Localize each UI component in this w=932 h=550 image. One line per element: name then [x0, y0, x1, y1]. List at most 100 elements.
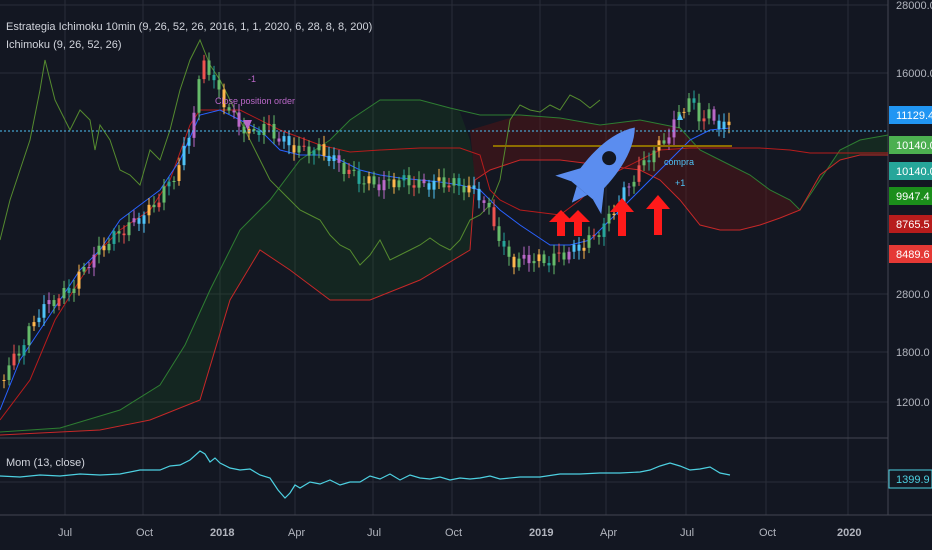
senkou-a-line: [0, 99, 889, 433]
candle-body: [362, 183, 366, 185]
candle-body: [347, 169, 351, 174]
candle-body: [557, 252, 561, 254]
price-tag-bg: [889, 245, 932, 263]
tenkan-line: [0, 109, 731, 411]
red-up-arrow-icon-2: [566, 210, 590, 236]
candle-body: [547, 263, 551, 266]
candle-body: [162, 186, 166, 203]
candle-body: [27, 326, 31, 346]
price-label: 2800.0: [896, 289, 930, 301]
candle-body: [92, 254, 96, 268]
candle-body: [377, 184, 381, 191]
legend[interactable]: Estrategia Ichimoku 10min (9, 26, 52, 26…: [6, 21, 372, 51]
candle-body: [692, 98, 696, 103]
candle-body: [487, 202, 491, 208]
candle-body: [267, 123, 271, 125]
candle-body: [197, 79, 201, 113]
price-tag-label: 11129.4: [896, 110, 932, 122]
time-label: 2018: [210, 527, 234, 539]
candle-body: [552, 253, 556, 266]
momentum-line: [0, 450, 731, 499]
candle-body: [682, 111, 686, 113]
time-label: 2019: [529, 527, 553, 539]
price-tag-bg: [889, 187, 932, 205]
candle-body: [132, 218, 136, 223]
candle-body: [237, 112, 241, 127]
candle-body: [282, 136, 286, 142]
candle-body: [512, 256, 516, 268]
price-tag-label: 9947.4: [896, 191, 930, 203]
close-order-label: Close position order: [215, 96, 295, 106]
candle-body: [662, 140, 666, 144]
candle-body: [182, 145, 186, 166]
candle-body: [192, 112, 196, 138]
candle-body: [217, 80, 221, 90]
candle-body: [202, 60, 206, 80]
candle-body: [622, 187, 626, 204]
candle-body: [352, 169, 356, 171]
candle-body: [47, 300, 51, 305]
candle-body: [427, 183, 431, 190]
candle-body: [532, 261, 536, 264]
candle-body: [642, 160, 646, 166]
price-label: 1200.0: [896, 397, 930, 409]
candle-body: [137, 218, 141, 224]
price-axis[interactable]: 28000.0 16000.0 2800.0 1800.0 1200.0: [896, 0, 932, 409]
candle-body: [437, 177, 441, 181]
candle-body: [122, 233, 126, 236]
time-label: Oct: [136, 527, 153, 539]
candle-body: [187, 137, 191, 146]
candle-body: [42, 304, 46, 318]
candle-body: [227, 107, 231, 111]
candle-body: [17, 353, 21, 356]
candle-body: [492, 207, 496, 227]
candle-body: [222, 89, 226, 108]
candle-body: [477, 188, 481, 201]
candle-body: [277, 138, 281, 142]
candle-body: [612, 213, 616, 216]
candle-body: [327, 155, 331, 162]
price-tag-bg: [889, 106, 932, 124]
time-label: Jul: [367, 527, 381, 539]
price-tag-label: 10140.0: [896, 140, 932, 152]
candle-body: [507, 246, 511, 257]
time-label: Oct: [759, 527, 776, 539]
candle-body: [402, 175, 406, 181]
candle-body: [542, 254, 546, 264]
time-label: Apr: [600, 527, 617, 539]
candle-body: [467, 185, 471, 193]
candle-body: [287, 136, 291, 146]
candle-body: [357, 170, 361, 184]
candle-body: [2, 379, 6, 381]
buy-order-label: compra: [664, 157, 694, 167]
candle-body: [422, 179, 426, 184]
candle-body: [577, 244, 581, 251]
candle-body: [447, 185, 451, 188]
candle-body: [62, 288, 66, 299]
price-tags: 11129.4 10140.0 10140.0 9947.4 8765.5 84…: [889, 106, 932, 263]
candle-body: [717, 120, 721, 130]
candle-body: [322, 144, 326, 156]
candle-body: [22, 345, 26, 356]
candle-body: [472, 185, 476, 189]
candle-body: [627, 186, 631, 188]
candle-body: [152, 204, 156, 208]
strategy-legend: Estrategia Ichimoku 10min (9, 26, 52, 26…: [6, 21, 372, 33]
close-order-annotation: -1 Close position order: [215, 74, 295, 130]
time-axis[interactable]: Jul Oct 2018 Apr Jul Oct 2019 Apr Jul Oc…: [58, 527, 861, 539]
candle-body: [157, 202, 161, 208]
candle-body: [602, 223, 606, 237]
candle-body: [697, 102, 701, 122]
time-label: 2020: [837, 527, 861, 539]
candle-body: [77, 271, 81, 289]
candle-body: [292, 145, 296, 153]
price-tag-label: 10140.0: [896, 166, 932, 178]
time-label: Oct: [445, 527, 462, 539]
candle-body: [52, 300, 56, 307]
candlestick-series: [2, 52, 731, 389]
candle-body: [107, 243, 111, 251]
buy-arrow-icon: [677, 113, 683, 120]
candle-body: [687, 98, 691, 112]
